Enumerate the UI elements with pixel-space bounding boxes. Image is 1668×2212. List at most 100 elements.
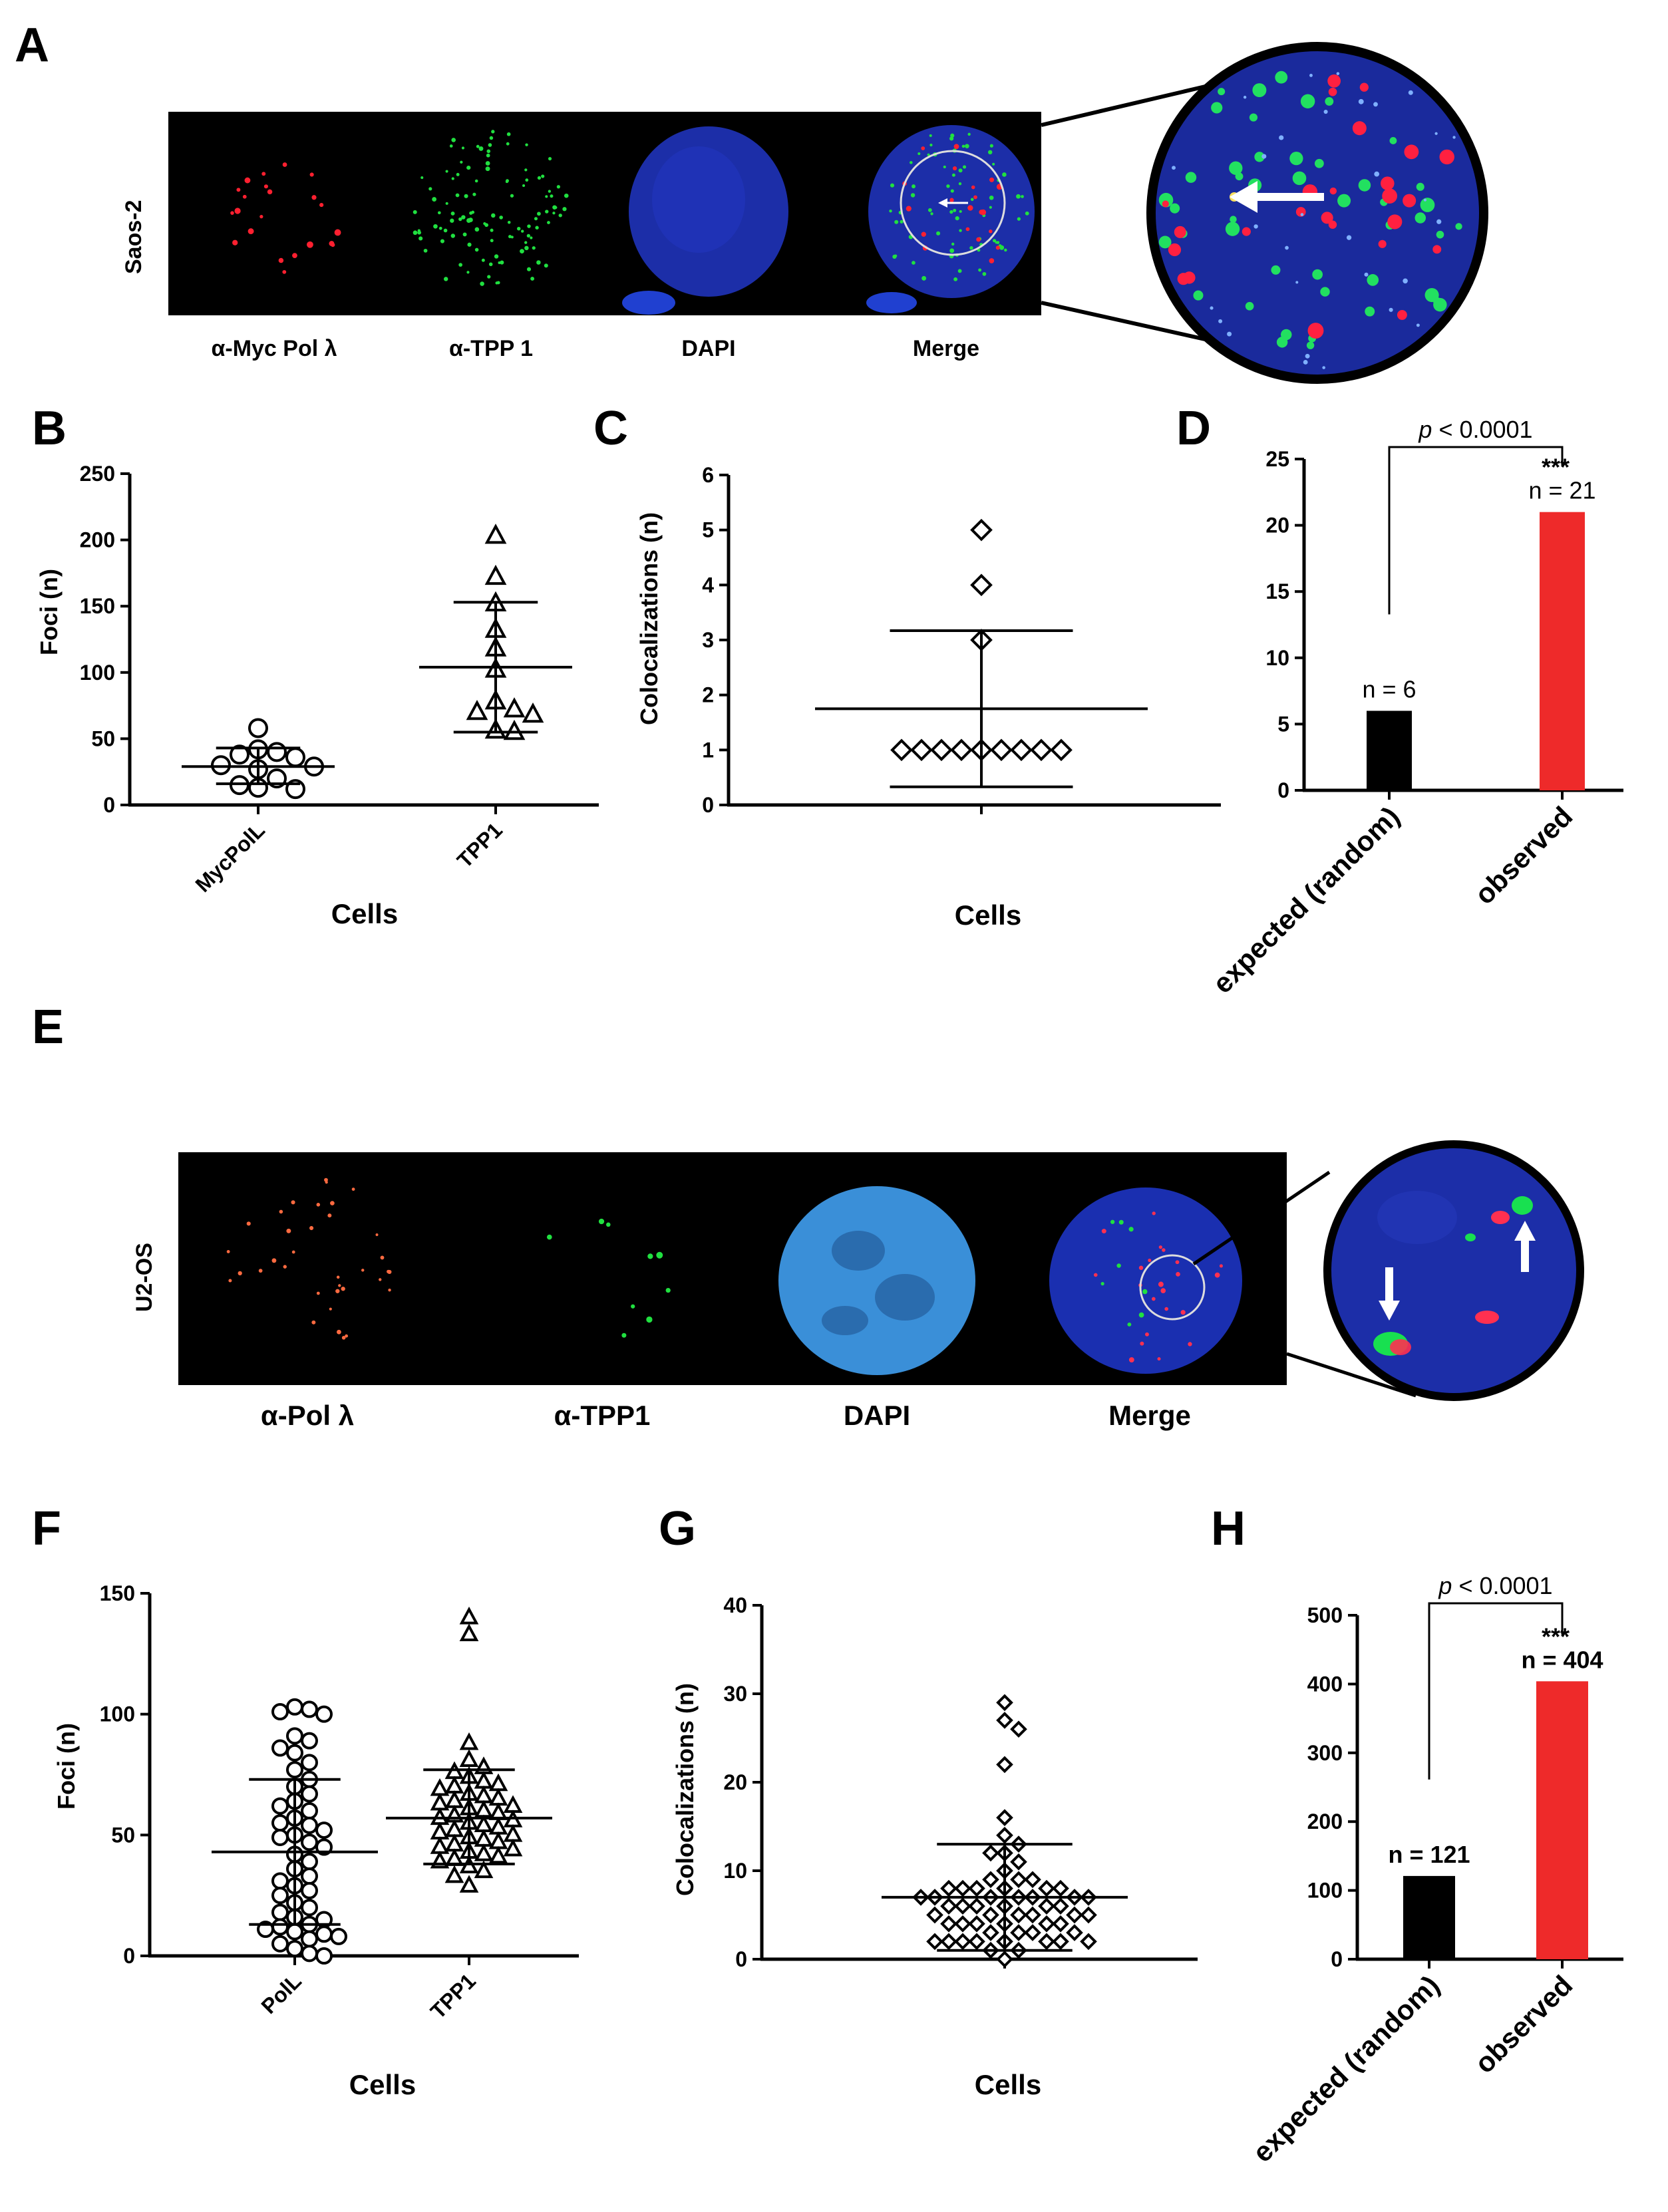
merge-green-focus [959, 229, 962, 232]
chart-f-point [330, 1927, 347, 1945]
zoom-green-focus [1230, 216, 1237, 223]
chart-b-ylabel: Foci (n) [35, 569, 63, 655]
green-focus [548, 157, 552, 161]
chart-f-point [286, 1923, 303, 1941]
chart-f-point [430, 1821, 450, 1839]
zoom-faint-focus [1408, 90, 1413, 95]
zoom-faint-focus [1210, 306, 1214, 310]
chart-b-point [285, 747, 305, 768]
merge-green-focus [965, 144, 969, 148]
chart-f-point [315, 1705, 333, 1723]
chart-f-point [444, 1790, 464, 1808]
green-focus [488, 262, 493, 267]
merge-green-focus [892, 254, 897, 259]
chart-f-point [459, 1732, 479, 1750]
chart-c-y-tick-label: 5 [702, 518, 714, 542]
green-focus [520, 249, 524, 254]
zoom-e-ring [1323, 1140, 1584, 1401]
green-focus [534, 217, 538, 221]
green-focus [621, 1333, 627, 1338]
merge-green-focus [1004, 248, 1007, 252]
zoom-green-focus [1433, 297, 1447, 312]
zoom-red-focus [1168, 243, 1182, 257]
red-focus [379, 1278, 382, 1281]
chart-c-point [970, 573, 993, 597]
zoom-a-arrow-head [1230, 181, 1257, 213]
chart-c-y-tick-label: 0 [702, 793, 714, 817]
green-focus [443, 277, 448, 281]
red-focus [236, 188, 241, 192]
chart-h: 0 100 200 300 400 500 n = 121 expected (random)… [1246, 1572, 1623, 2168]
zoom-faint-focus [1227, 331, 1232, 337]
red-focus [327, 1213, 332, 1218]
chart-f-point [503, 1838, 523, 1857]
chart-d-y-tick-label: 5 [1277, 712, 1289, 736]
chart-h-bar [1403, 1875, 1455, 1959]
chart-g-point [968, 1897, 985, 1915]
chart-h-bar [1536, 1681, 1588, 1959]
green-focus [525, 178, 529, 182]
red-focus [291, 1250, 295, 1254]
chart-f-point [271, 1828, 289, 1846]
merge-green-focus [955, 216, 959, 221]
chart-b-point [230, 744, 250, 765]
green-focus [462, 232, 467, 237]
chart-g-point [996, 1694, 1013, 1712]
chart-f-y-tick-label: 0 [123, 1944, 135, 1968]
zoom-e [1323, 1140, 1584, 1401]
chart-c-y-tick-label: 6 [702, 463, 714, 487]
zoom-faint-focus [1309, 73, 1313, 77]
chart-b-y-tick-label: 250 [80, 462, 115, 486]
chart-b: Foci (n) Cells 0 50 100 150 200 250 MycPolL TPP… [35, 462, 599, 929]
zoom-faint-focus [1172, 166, 1176, 170]
zoom-faint-focus [1373, 102, 1378, 107]
merge-a-zoom-circle [900, 150, 1006, 256]
chart-b-point [267, 742, 287, 762]
red-focus [307, 241, 313, 248]
green-focus [510, 194, 514, 198]
zoom-red-focus [1177, 273, 1190, 285]
chart-c-point [930, 738, 953, 762]
zoom-green-focus [1225, 222, 1240, 236]
zoom-green-focus [1300, 94, 1315, 109]
zoom-green-focus [1245, 301, 1254, 311]
green-focus [466, 271, 470, 274]
zoom-faint-focus [1346, 235, 1352, 240]
chart-f-point [301, 1867, 318, 1885]
chart-f-point [315, 1947, 333, 1965]
green-focus [472, 192, 476, 196]
merge-green-focus [910, 161, 913, 164]
zoom-red-focus [1321, 212, 1333, 224]
chart-g-y-tick-label: 10 [723, 1859, 747, 1883]
merge-red-focus [1175, 1260, 1180, 1265]
zoom-e-connector-top [1192, 1170, 1331, 1266]
chart-g-point [1052, 1879, 1069, 1897]
chart-d-p-number: < 0.0001 [1432, 416, 1532, 443]
chart-g-point [954, 1933, 971, 1951]
chart-f-point [474, 1800, 494, 1818]
chart-b-point [503, 719, 526, 740]
zoom-green-focus [1312, 269, 1323, 280]
green-focus [496, 281, 500, 285]
chart-b-xlabel: Cells [331, 898, 398, 929]
chart-h-x-tick-label: expected (random) [1246, 1969, 1445, 2168]
channel-label-a-2: α-TPP 1 [449, 336, 533, 361]
merge-e-zoom-circle [1139, 1254, 1206, 1321]
zoom-green-focus [1252, 83, 1267, 98]
chart-f-point [459, 1875, 479, 1893]
red-focus [282, 269, 287, 274]
chart-d-significance-stars: *** [1542, 454, 1570, 481]
green-focus [665, 1287, 671, 1293]
chart-b-point [503, 697, 526, 718]
green-focus [498, 261, 501, 265]
zoom-green-focus [1416, 182, 1424, 191]
chart-f-point [459, 1607, 479, 1625]
green-focus [456, 172, 460, 176]
chart-h-y-tick-label: 200 [1307, 1810, 1343, 1833]
chart-g-y-tick-label: 40 [723, 1593, 747, 1617]
merge-red-focus [906, 206, 912, 212]
merge-green-focus [1021, 195, 1024, 198]
zoom-green-focus [1289, 152, 1303, 166]
merge-green-focus [989, 206, 992, 209]
merge-green-focus [992, 162, 995, 166]
